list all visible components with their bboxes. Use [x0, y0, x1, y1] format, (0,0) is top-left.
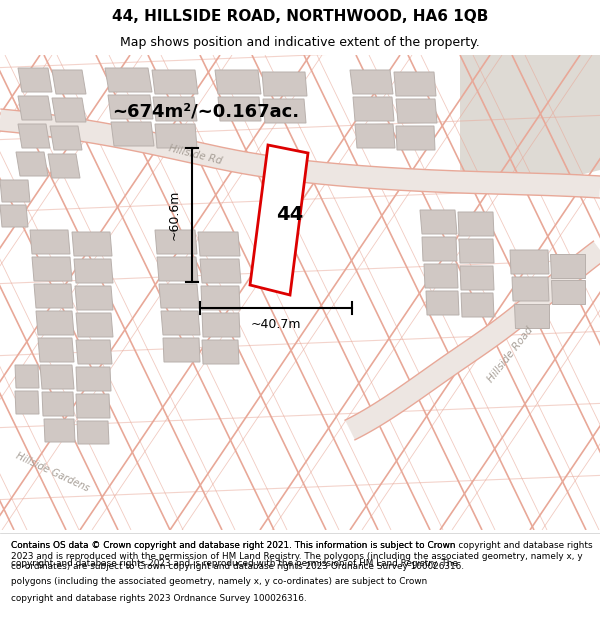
Polygon shape [16, 152, 48, 176]
Polygon shape [18, 124, 50, 148]
Polygon shape [461, 293, 494, 317]
Text: ~60.6m: ~60.6m [167, 190, 181, 240]
Polygon shape [36, 311, 74, 335]
Polygon shape [202, 340, 239, 364]
Polygon shape [0, 180, 30, 202]
Text: Map shows position and indicative extent of the property.: Map shows position and indicative extent… [120, 36, 480, 49]
Polygon shape [0, 205, 28, 227]
Polygon shape [550, 254, 585, 278]
Polygon shape [155, 230, 197, 254]
Polygon shape [152, 70, 198, 94]
Text: Contains OS data © Crown copyright and database right 2021. This information is : Contains OS data © Crown copyright and d… [11, 541, 455, 551]
Polygon shape [353, 97, 394, 121]
Polygon shape [355, 124, 395, 148]
Polygon shape [394, 72, 436, 96]
Polygon shape [76, 394, 110, 418]
Polygon shape [159, 284, 199, 308]
Text: Hillside Rd: Hillside Rd [167, 144, 223, 166]
Polygon shape [72, 232, 112, 256]
Text: 44, HILLSIDE ROAD, NORTHWOOD, HA6 1QB: 44, HILLSIDE ROAD, NORTHWOOD, HA6 1QB [112, 9, 488, 24]
Polygon shape [420, 210, 457, 234]
Polygon shape [396, 126, 435, 150]
Polygon shape [38, 338, 74, 362]
Polygon shape [32, 257, 72, 281]
Polygon shape [52, 70, 86, 94]
Text: polygons (including the associated geometry, namely x, y co-ordinates) are subje: polygons (including the associated geome… [11, 576, 427, 586]
Polygon shape [200, 259, 241, 283]
Polygon shape [460, 266, 494, 290]
Polygon shape [250, 145, 308, 295]
Polygon shape [111, 122, 154, 146]
Polygon shape [510, 250, 549, 274]
Text: copyright and database rights 2023 and is reproduced with the permission of HM L: copyright and database rights 2023 and i… [11, 559, 458, 568]
Polygon shape [155, 124, 197, 148]
Polygon shape [108, 95, 153, 119]
Polygon shape [163, 338, 200, 362]
Polygon shape [34, 284, 73, 308]
Polygon shape [42, 392, 74, 416]
Polygon shape [458, 212, 494, 236]
Polygon shape [153, 97, 197, 121]
Polygon shape [161, 311, 200, 335]
Polygon shape [460, 55, 600, 190]
Polygon shape [345, 241, 600, 440]
Polygon shape [215, 70, 261, 94]
Polygon shape [202, 313, 240, 337]
Polygon shape [18, 68, 52, 92]
Polygon shape [0, 109, 600, 198]
Polygon shape [262, 72, 307, 96]
Polygon shape [514, 304, 549, 328]
Polygon shape [18, 96, 52, 120]
Polygon shape [15, 365, 39, 388]
Polygon shape [201, 286, 240, 310]
Polygon shape [105, 68, 152, 92]
Polygon shape [157, 257, 198, 281]
Polygon shape [263, 99, 306, 123]
Polygon shape [15, 391, 39, 414]
Polygon shape [30, 230, 70, 254]
Polygon shape [422, 237, 457, 261]
Polygon shape [426, 291, 459, 315]
Polygon shape [50, 126, 82, 150]
Polygon shape [40, 365, 74, 389]
Text: Hillside Road: Hillside Road [485, 326, 535, 384]
Text: Hillside Gardens: Hillside Gardens [14, 451, 91, 493]
Polygon shape [76, 313, 113, 337]
Polygon shape [52, 98, 86, 122]
Polygon shape [76, 340, 112, 364]
Text: copyright and database rights 2023 Ordnance Survey 100026316.: copyright and database rights 2023 Ordna… [11, 594, 307, 603]
Polygon shape [48, 154, 80, 178]
Polygon shape [512, 277, 549, 301]
Polygon shape [424, 264, 458, 288]
Polygon shape [74, 259, 113, 283]
Polygon shape [396, 99, 437, 123]
Polygon shape [76, 367, 111, 391]
Polygon shape [44, 419, 75, 442]
Polygon shape [198, 232, 240, 256]
Text: 44: 44 [277, 206, 304, 224]
Text: Contains OS data © Crown copyright and database right 2021. This information is : Contains OS data © Crown copyright and d… [11, 541, 592, 571]
Polygon shape [459, 239, 494, 263]
Polygon shape [551, 280, 585, 304]
Polygon shape [75, 286, 113, 310]
Polygon shape [218, 97, 261, 121]
Polygon shape [350, 70, 393, 94]
Text: ~40.7m: ~40.7m [251, 318, 301, 331]
Text: ~674m²/~0.167ac.: ~674m²/~0.167ac. [112, 103, 299, 121]
Polygon shape [77, 421, 109, 444]
